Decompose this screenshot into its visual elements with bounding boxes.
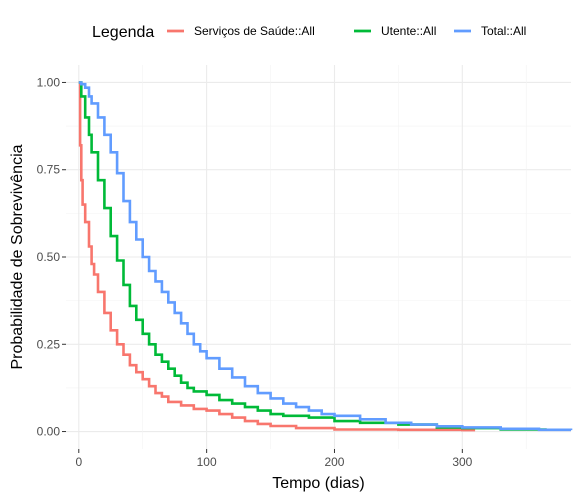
y-tick-label: 0.50 bbox=[37, 250, 61, 264]
x-tick-label: 100 bbox=[197, 455, 217, 469]
y-tick-label: 0.75 bbox=[37, 163, 61, 177]
x-tick-label: 200 bbox=[324, 455, 344, 469]
legend-label: Total::All bbox=[481, 24, 526, 38]
y-axis-title: Probabilidade de Sobrevivência bbox=[9, 144, 26, 369]
x-tick-label: 300 bbox=[452, 455, 472, 469]
y-tick-label: 1.00 bbox=[37, 75, 61, 89]
legend-title: Legenda bbox=[92, 24, 154, 41]
legend-label: Serviços de Saúde::All bbox=[194, 24, 315, 38]
y-tick-label: 0.00 bbox=[37, 425, 61, 439]
x-axis-title: Tempo (dias) bbox=[272, 475, 364, 492]
legend-label: Utente::All bbox=[381, 24, 436, 38]
y-tick-label: 0.25 bbox=[37, 337, 61, 351]
x-tick-label: 0 bbox=[75, 455, 82, 469]
